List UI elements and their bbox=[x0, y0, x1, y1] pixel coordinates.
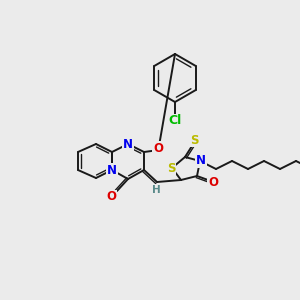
Text: H: H bbox=[152, 185, 160, 195]
Text: O: O bbox=[106, 190, 116, 203]
Text: N: N bbox=[196, 154, 206, 167]
Text: S: S bbox=[167, 161, 175, 175]
Text: N: N bbox=[107, 164, 117, 176]
Text: O: O bbox=[153, 142, 163, 154]
Text: Cl: Cl bbox=[168, 115, 182, 128]
Text: S: S bbox=[190, 134, 198, 146]
Text: O: O bbox=[208, 176, 218, 188]
Text: N: N bbox=[123, 137, 133, 151]
